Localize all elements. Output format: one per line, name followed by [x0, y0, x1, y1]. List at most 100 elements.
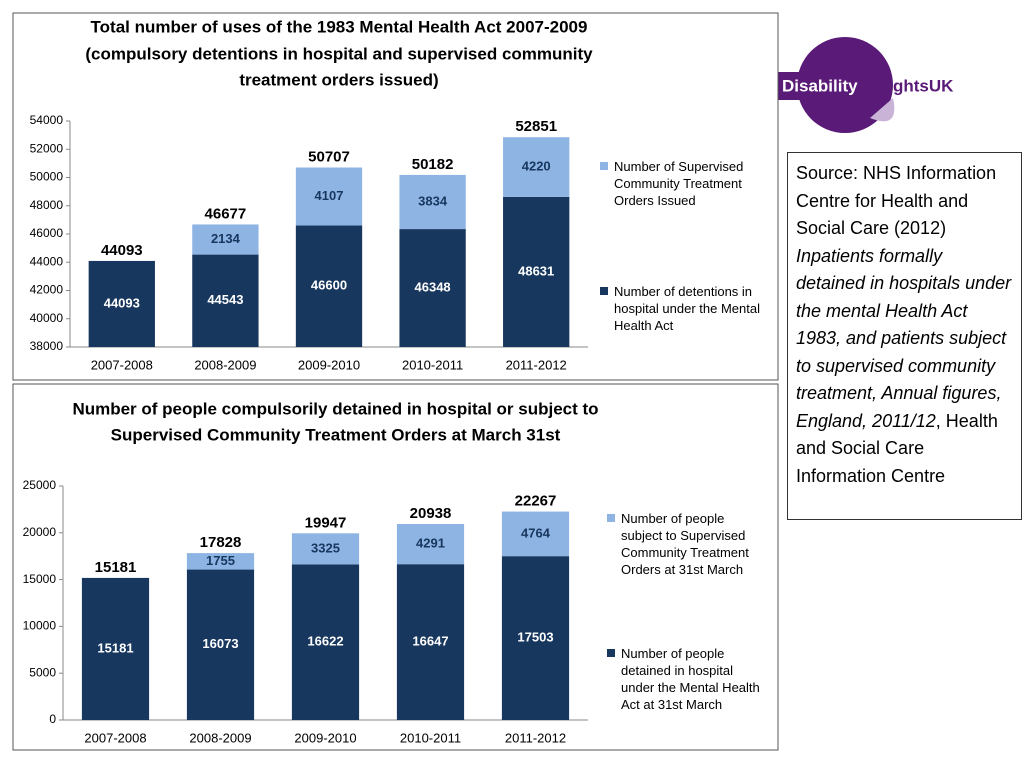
y-tick-label: 52000 [30, 141, 64, 155]
bar-segment [192, 254, 259, 347]
bar-total-label: 46677 [205, 205, 247, 222]
y-tick-label: 5000 [29, 665, 56, 679]
source-text: Source: NHS Information Centre for Healt… [796, 163, 997, 238]
logo-word: RightsUK [876, 76, 954, 95]
bar-segment [503, 196, 570, 347]
bar-total-label: 44093 [101, 242, 143, 259]
logo-word: Disability [782, 76, 858, 95]
x-tick-label: 2008-2009 [194, 357, 256, 372]
x-tick-label: 2009-2010 [294, 730, 356, 745]
bar-total-label: 50182 [412, 156, 454, 173]
x-tick-label: 2007-2008 [91, 357, 153, 372]
chart-title: Number of people compulsorily detained i… [72, 399, 598, 418]
source-box: Source: NHS Information Centre for Healt… [787, 152, 1022, 520]
chart-title: Total number of uses of the 1983 Mental … [91, 17, 588, 36]
logo: Disability RightsUK [778, 37, 954, 133]
bar-segment [186, 553, 255, 570]
bar-value-label: 1755 [206, 553, 235, 568]
legend-swatch [607, 514, 615, 522]
y-tick-label: 46000 [30, 226, 64, 240]
y-tick-label: 38000 [30, 339, 64, 353]
bar-value-label: 4220 [522, 158, 551, 173]
bar-segment [88, 260, 155, 347]
bar-segment [186, 569, 255, 720]
chart-frame [12, 383, 779, 751]
bar-value-label: 3834 [418, 193, 448, 208]
y-tick-label: 20000 [23, 525, 57, 539]
y-tick-label: 25000 [23, 478, 57, 492]
bar-value-label: 3325 [311, 540, 340, 555]
bar-total-label: 22267 [515, 493, 557, 510]
y-tick-label: 50000 [30, 170, 64, 184]
bar-value-label: 46600 [311, 278, 347, 293]
bar-total-label: 20938 [410, 505, 452, 522]
bar-value-label: 2134 [211, 231, 241, 246]
bar-total-label: 50707 [308, 148, 350, 165]
chart-title: treatment orders issued) [239, 70, 438, 89]
y-tick-label: 54000 [30, 113, 64, 127]
source-report: Inpatients formally detained in hospital… [796, 245, 1012, 431]
legend-swatch [607, 649, 615, 657]
legend-item: Number of Supervised Community Treatment… [600, 158, 760, 209]
x-tick-label: 2007-2008 [84, 730, 146, 745]
bar-segment [399, 174, 466, 230]
y-tick-label: 10000 [23, 619, 57, 633]
x-tick-label: 2009-2010 [298, 357, 360, 372]
bar-segment [503, 137, 570, 197]
chart-frame [12, 12, 779, 381]
y-tick-label: 44000 [30, 254, 64, 268]
bar-total-label: 17828 [200, 534, 242, 551]
legend-label: Number of people detained in hospital un… [621, 646, 760, 712]
source-text: , Health and Social Care Information Cen… [796, 410, 998, 486]
legend-swatch [600, 162, 608, 170]
y-tick-label: 0 [49, 712, 56, 726]
bar-segment [399, 229, 466, 347]
legend-item: Number of detentions in hospital under t… [600, 283, 760, 334]
logo-band [778, 72, 872, 100]
bar-segment [291, 564, 360, 720]
bar-segment [295, 225, 363, 347]
bar-value-label: 4291 [416, 536, 445, 551]
x-tick-label: 2011-2012 [506, 357, 567, 372]
legend-item: Number of people detained in hospital un… [607, 645, 767, 713]
bar-value-label: 44093 [104, 295, 140, 310]
bar-segment [501, 556, 570, 720]
bar-total-label: 19947 [305, 514, 347, 531]
x-tick-label: 2011-2012 [505, 730, 566, 745]
x-tick-label: 2008-2009 [189, 730, 251, 745]
bar-value-label: 16073 [202, 636, 238, 651]
logo-curl [870, 98, 895, 122]
bar-value-label: 46348 [415, 279, 451, 294]
bar-segment [192, 224, 259, 255]
bar-segment [295, 167, 363, 226]
bar-value-label: 16647 [412, 634, 448, 649]
bar-value-label: 48631 [518, 263, 554, 278]
legend-swatch [600, 287, 608, 295]
legend-item: Number of people subject to Supervised C… [607, 510, 767, 578]
chart-title: Supervised Community Treatment Orders at… [111, 425, 561, 444]
y-tick-label: 42000 [30, 283, 64, 297]
bar-segment [396, 564, 465, 720]
bar-total-label: 15181 [95, 559, 137, 576]
bar-value-label: 4107 [315, 188, 344, 203]
x-tick-label: 2010-2011 [400, 730, 461, 745]
bar-value-label: 4764 [521, 525, 551, 540]
bar-value-label: 16622 [307, 634, 343, 649]
legend-label: Number of people subject to Supervised C… [621, 511, 749, 577]
x-tick-label: 2010-2011 [402, 357, 463, 372]
legend-label: Number of Supervised Community Treatment… [614, 159, 744, 208]
bar-value-label: 17503 [517, 630, 553, 645]
bar-segment [396, 524, 465, 565]
y-tick-label: 40000 [30, 311, 64, 325]
legend-label: Number of detentions in hospital under t… [614, 284, 760, 333]
bar-total-label: 52851 [515, 118, 557, 135]
bar-value-label: 15181 [97, 640, 133, 655]
chart-title: (compulsory detentions in hospital and s… [85, 44, 593, 63]
y-tick-label: 15000 [23, 572, 57, 586]
bar-segment [291, 533, 360, 565]
bar-value-label: 44543 [207, 292, 243, 307]
bar-segment [501, 511, 570, 557]
bar-segment [81, 577, 150, 720]
y-tick-label: 48000 [30, 198, 64, 212]
